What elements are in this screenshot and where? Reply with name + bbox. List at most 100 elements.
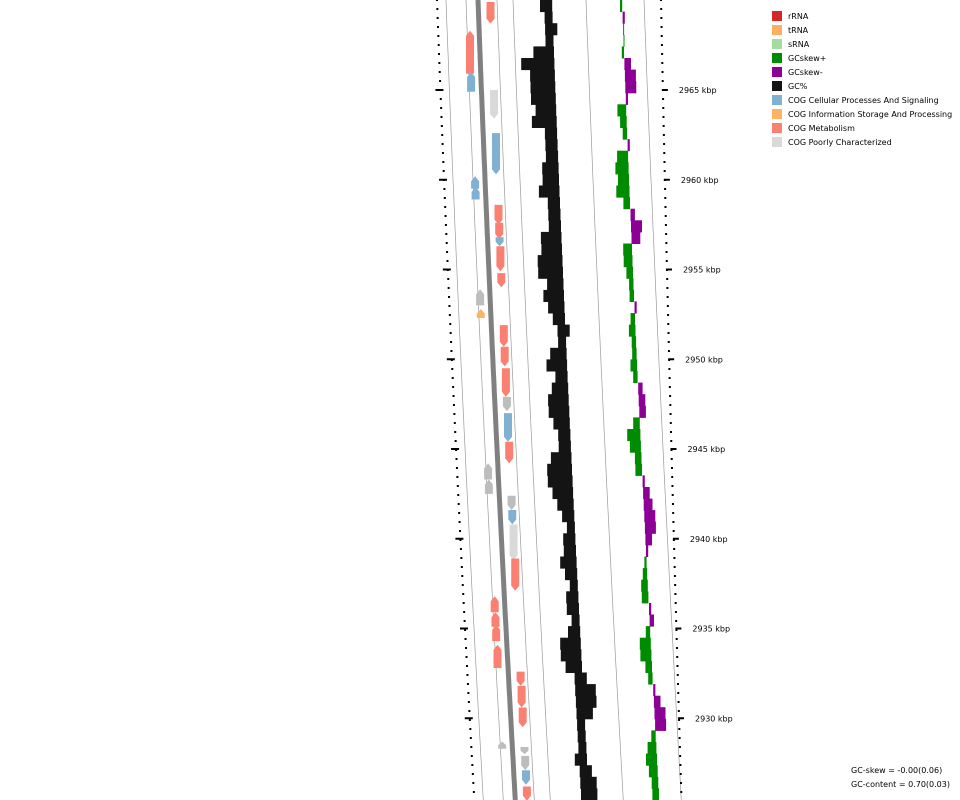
legend: rRNA tRNA sRNA GCskew+ GCskew- GC% COG C… [772,9,952,149]
gc-skew-positive-bar [644,556,647,569]
cds-feature-arrow [516,671,525,686]
gc-content-bar [563,544,576,557]
cds-feature-arrow [508,510,517,525]
legend-label: tRNA [788,25,809,35]
track-guide-line [585,0,624,800]
gc-content-bar [562,510,575,523]
gc-skew-negative-bar [625,92,628,105]
gc-content-bar [560,637,581,650]
genome-backbone-line [475,0,518,800]
gc-skew-negative-bar [649,602,652,615]
gc-content-bar [545,150,559,163]
gc-skew-negative-bar [655,718,667,731]
cds-feature-arrow [493,644,502,668]
gc-content-bar [547,463,572,476]
gc-skew-positive-bar [629,289,634,302]
gc-content-bar [575,695,597,708]
gc-content-bar [535,104,557,117]
gc-content-bar [547,197,560,210]
gc-skew-positive-bar [631,336,637,349]
gc-content-bar [566,602,579,615]
legend-swatch [772,137,782,147]
gc-content-bar [551,382,569,395]
gc-skew-negative-bar [643,498,653,511]
legend-item-cog-poorly: COG Poorly Characterized [772,135,952,149]
legend-swatch [772,123,782,133]
legend-swatch [772,67,782,77]
gc-content-bar [545,23,558,36]
gc-content-bar [540,231,562,244]
gc-content-bar [555,371,568,384]
gc-content-bar [541,243,562,256]
gc-skew-positive-bar [620,0,623,13]
gc-skew-positive-bar [640,649,652,662]
gc-content-bar [558,429,571,442]
gc-content-bar [579,765,592,778]
gc-skew-positive-bar [648,765,658,778]
gc-content-bar [543,289,564,302]
gc-skew-positive-bar [623,243,632,256]
gc-content-bar [548,301,565,314]
legend-swatch [772,109,782,119]
gc-content-bar [575,684,596,697]
track-guide-line [496,0,535,800]
legend-label: GCskew- [788,67,823,77]
gc-skew-negative-bar [624,69,636,82]
gc-content-bar [531,115,557,128]
ruler-tick-label: 2935 kbp [692,625,730,634]
gc-skew-positive-bar [623,255,633,268]
gc-skew-positive-bar [630,313,635,326]
gc-content-bar [552,313,565,326]
cds-feature-arrow [476,289,485,306]
genome-backbone [475,0,518,800]
gc-content-bar [542,173,559,186]
gc-skew-positive-bar [633,417,640,430]
gc-content-bar [560,556,577,569]
gc-skew-negative-bar [653,695,661,708]
cds-feature-arrow [518,707,527,728]
position-ruler: 2965 kbp 2960 kbp 2955 kbp 2950 kbp 2945 kbp… [435,0,733,793]
legend-label: GCskew+ [788,53,827,63]
gc-content-bar [557,324,570,337]
ruler-tick-label: 2965 kbp [679,86,717,95]
legend-swatch [772,25,782,35]
gc-content-bar [547,475,573,488]
gc-skew-negative-bar [631,220,642,233]
legend-item-gc-percent: GC% [772,79,952,93]
cds-feature-arrow [476,309,485,318]
legend-label: GC% [788,81,808,91]
cds-feature-arrow [471,176,480,189]
gc-content-bar [546,359,568,372]
cds-feature-arrow [502,396,511,412]
legend-item-gcskew-plus: GCskew+ [772,51,952,65]
legend-swatch [772,95,782,105]
cds-feature-arrow [494,204,503,225]
legend-item-cog-cellular: COG Cellular Processes And Signaling [772,93,952,107]
legend-label: COG Metabolism [788,123,855,133]
gc-skew-positive-bar [647,742,657,755]
gc-content-bar [578,742,587,755]
gc-content-bar [545,34,554,47]
gc-content-bar [533,46,554,59]
cds-feature-arrow [492,133,500,175]
gc-content-track [521,0,598,800]
gc-skew-positive-bar [634,452,642,465]
gc-skew-positive-bar [628,324,636,337]
ruler-tick-label: 2945 kbp [687,445,725,454]
legend-item-rrna: rRNA [772,9,952,23]
gc-skew-positive-bar [651,730,656,743]
gc-content-bar [574,672,587,685]
gc-content-bar [538,266,563,279]
cds-feature-arrow [511,558,520,591]
gc-skew-stat: GC-skew = -0.00(0.06) [851,766,943,775]
gc-skew-positive-bar [615,162,629,175]
legend-swatch [772,81,782,91]
gc-content-bar [577,718,586,731]
gc-content-bar [540,0,553,13]
gc-content-bar [548,405,570,418]
gc-content-bar [558,440,571,453]
gc-skew-positive-bar [651,776,659,789]
gc-content-bar [557,498,574,511]
gc-content-bar [563,533,576,546]
gc-skew-positive-bar [617,104,627,117]
